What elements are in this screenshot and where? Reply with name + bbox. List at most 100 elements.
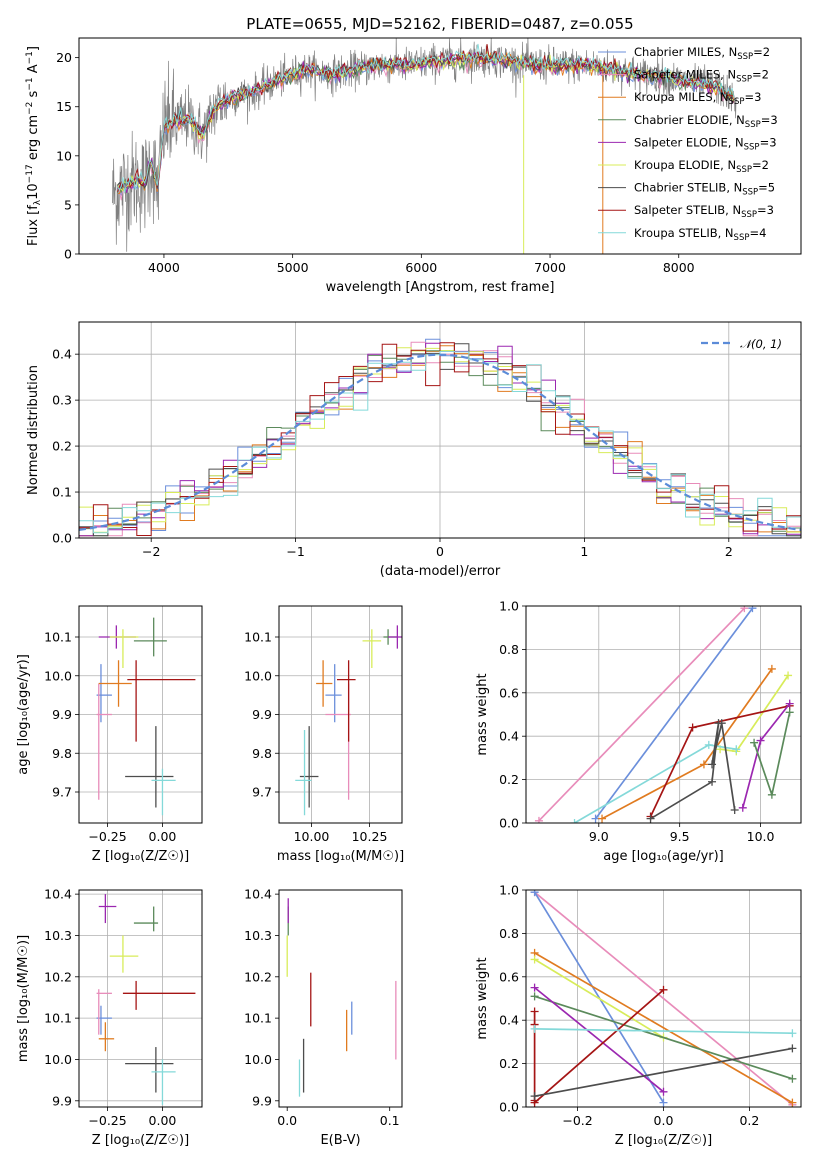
legend-subscript: SSP (742, 188, 758, 198)
mass-weight-marker (785, 699, 794, 708)
x-tick-label: 6000 (405, 260, 437, 275)
mass-weight-marker (788, 1044, 797, 1053)
legend-label: Chabrier STELIB, NSSP=5 (634, 181, 775, 198)
x-axis-label: Z [log₁₀(Z/Z☉)] (615, 1133, 712, 1148)
x-axis-label: (data-model)/error (380, 564, 501, 579)
x-axis-label: wavelength [Angstrom, rest frame] (326, 280, 555, 295)
plot-area (96, 894, 196, 1105)
legend-tail: =2 (753, 45, 770, 59)
x-tick-label: 4000 (148, 260, 180, 275)
mass-weight-marker (740, 606, 749, 613)
mass-weight-line (534, 1028, 793, 1035)
mass-weight-marker (785, 708, 794, 717)
y-tick-label: 0.0 (499, 1100, 519, 1115)
y-tick-label: 0.4 (52, 347, 72, 362)
x-tick-label: 0.2 (739, 1113, 759, 1128)
y-tick-label: 10.0 (44, 668, 72, 683)
mass-weight-marker (732, 745, 741, 754)
mass-weight-marker (530, 1024, 539, 1033)
y-tick-label: 0.4 (499, 1013, 519, 1028)
mass-weight-marker (767, 664, 776, 673)
y-tick-label: 0.0 (52, 531, 72, 546)
legend-tail: =3 (744, 90, 761, 104)
y-tick-label: 0.3 (52, 393, 72, 408)
legend-subscript: SSP (741, 210, 757, 220)
y-tick-label: 0.4 (499, 729, 519, 744)
y-tick-label: 10.0 (244, 668, 272, 683)
y-tick-label: 10.0 (244, 1052, 272, 1067)
y-tick-label: 0.8 (499, 642, 519, 657)
axes-frame (78, 37, 802, 255)
mass-weight-marker (767, 790, 776, 799)
y-tick-label: 0.2 (499, 772, 519, 787)
y-tick-label: 10.0 (44, 1052, 72, 1067)
y-axis-label-part: −1 (25, 51, 35, 64)
mass-weight-marker (646, 814, 655, 823)
y-tick-label: 0.2 (52, 439, 72, 454)
x-tick-label: 5000 (277, 260, 309, 275)
x-tick-label: 9.0 (589, 829, 609, 844)
mass-weight-marker (784, 671, 793, 680)
mass-weight-line (534, 958, 664, 1039)
mass-weight-marker (738, 803, 747, 812)
mass-weight-marker (530, 1007, 539, 1016)
y-tick-label: 10.1 (244, 1011, 272, 1026)
y-tick-label: 10.4 (44, 887, 72, 902)
plot-area (112, 38, 737, 254)
y-tick-label: 9.9 (52, 1093, 72, 1108)
legend-tail: =3 (761, 113, 778, 127)
legend-tail: =2 (752, 68, 769, 82)
x-tick-label: 7000 (534, 260, 566, 275)
x-tick-label: −0.25 (88, 829, 126, 844)
y-tick-label: 1.0 (499, 599, 519, 614)
x-axis-label: age [log₁₀(age/yr)] (603, 849, 724, 864)
spectrum-model-line (117, 50, 735, 192)
mass-weight-marker (659, 1087, 668, 1096)
y-tick-label: 10.3 (44, 928, 72, 943)
mass-weight-marker (570, 819, 579, 823)
y-tick-label: 0.6 (499, 685, 519, 700)
mass-weight-marker (717, 719, 726, 728)
legend-tail: =5 (758, 181, 775, 195)
y-axis-label: Flux [fλ10−17 erg cm−2 s−1 A−1] (25, 46, 43, 246)
x-tick-label: 0.00 (149, 829, 177, 844)
mass-weight-marker (788, 1098, 797, 1107)
mass-weight-vs-age-panel: 9.0 9.5 10.0 0.0 0.2 0.4 0.6 0.8 1.0 age [log₁₀(a… (475, 599, 802, 864)
legend-subscript: SSP (734, 233, 750, 243)
y-axis-label-part: −17 (25, 164, 35, 183)
x-axis-label: E(B-V) (320, 1133, 360, 1148)
y-axis-label-part: Flux [f (26, 205, 41, 246)
legend-label: Chabrier MILES, NSSP=2 (634, 45, 770, 62)
mass-weight-line (594, 607, 754, 820)
mass-weight-marker (659, 1098, 668, 1107)
y-axis-label: mass [log₁₀(M/M☉)] (16, 935, 31, 1062)
x-tick-label: 0.0 (654, 1113, 674, 1128)
y-tick-label: 9.8 (52, 746, 72, 761)
y-axis-label: age [log₁₀(age/yr)] (16, 654, 31, 775)
mass-weight-line (534, 952, 793, 1104)
legend-tail: =3 (757, 203, 774, 217)
plot-area (79, 338, 801, 537)
x-axis-label: mass [log₁₀(M/M☉)] (277, 849, 404, 864)
y-tick-label: 10.1 (44, 1011, 72, 1026)
y-tick-label: 10.2 (244, 969, 272, 984)
y-axis-label: mass weight (475, 957, 490, 1039)
x-tick-label: 0.0 (277, 1113, 297, 1128)
x-tick-label: −2 (142, 544, 160, 559)
y-axis-label: Normed distribution (26, 365, 41, 495)
y-tick-label: 9.9 (252, 1093, 272, 1108)
y-tick-label: 9.7 (52, 785, 72, 800)
normal-distribution-curve (79, 353, 801, 531)
mass-weight-line (534, 891, 793, 1106)
x-tick-label: −0.25 (88, 1113, 126, 1128)
y-axis-label: mass weight (475, 673, 490, 755)
x-tick-label: 9.5 (670, 829, 690, 844)
legend-tail: =3 (760, 135, 777, 149)
y-axis-label-part: ] (26, 46, 41, 51)
spectrum-observed-line (112, 38, 737, 252)
spectrum-panel: 4000 5000 6000 7000 8000 0 5 10 15 20 wavelength [… (25, 37, 802, 295)
y-axis-label-part: λ (33, 199, 43, 205)
x-axis-label: Z [log₁₀(Z/Z☉)] (92, 1133, 189, 1148)
mass-weight-marker (704, 740, 713, 749)
